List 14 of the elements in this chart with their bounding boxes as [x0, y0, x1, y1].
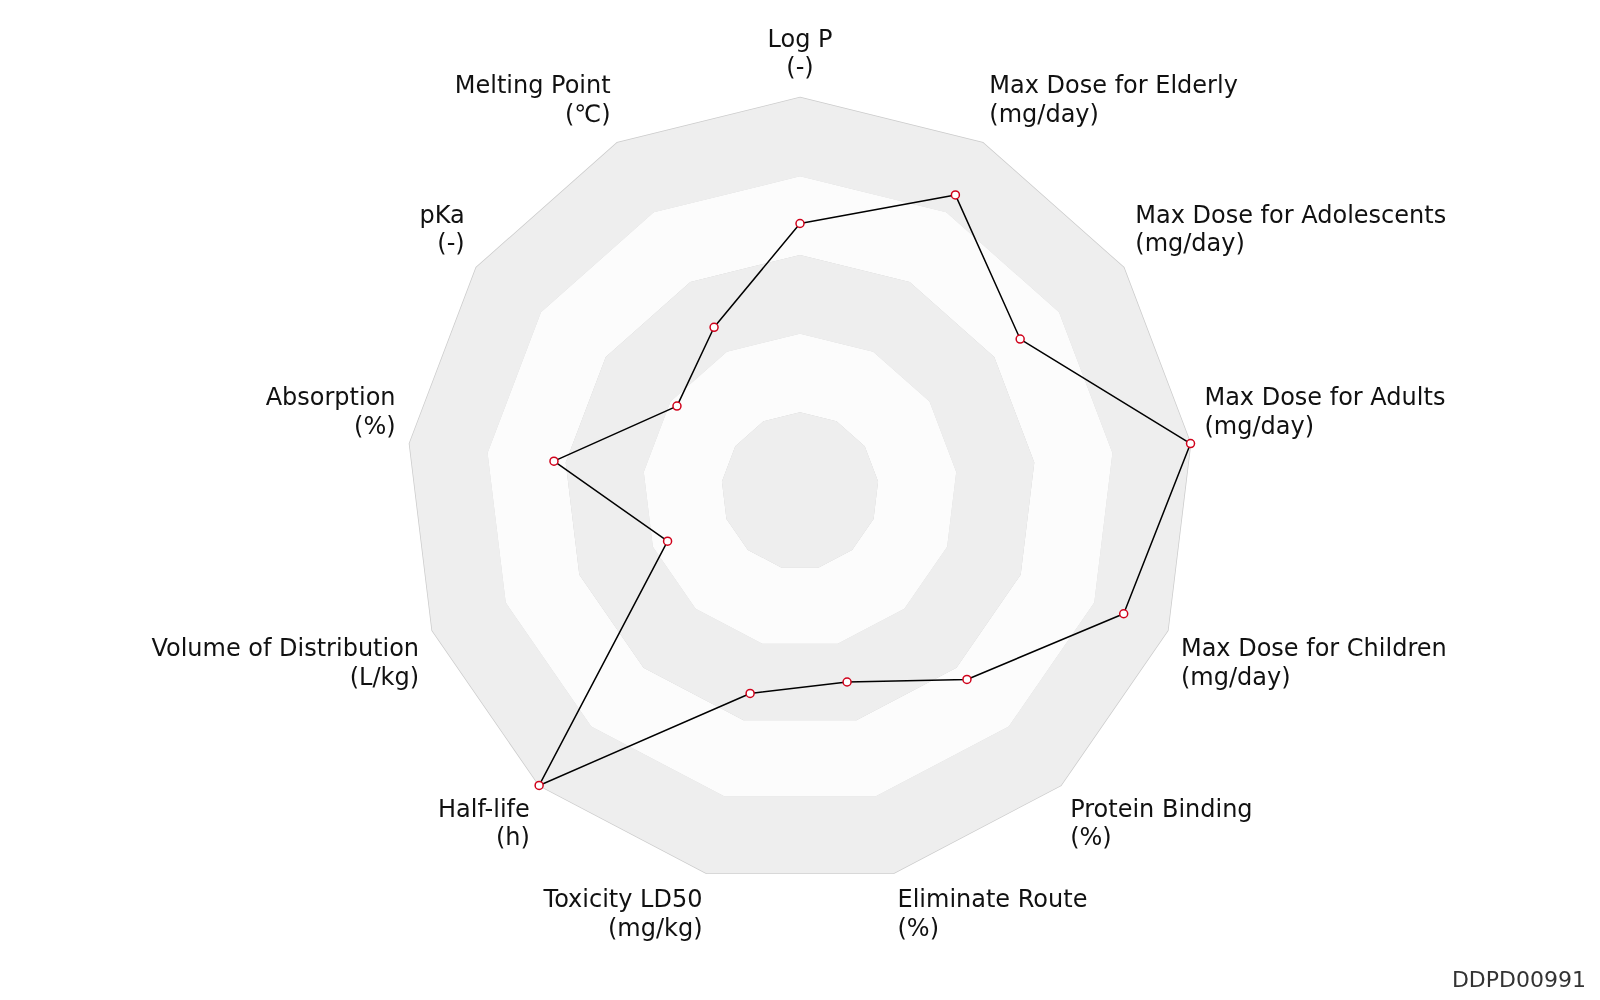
spoke-label: Volume of Distribution (L/kg) [151, 634, 420, 691]
spoke-label: Max Dose for Adults (mg/day) [1204, 382, 1446, 440]
spoke-label: Protein Binding (%) [1070, 794, 1253, 852]
spoke-label: Max Dose for Elderly (mg/day) [989, 71, 1238, 129]
spoke-label: Absorption (%) [265, 382, 396, 440]
spoke-label: Melting Point (℃) [454, 71, 611, 129]
spoke-label: Toxicity LD50 (mg/kg) [542, 885, 703, 942]
text: DDPD00991 [1451, 967, 1586, 992]
spoke-label: pKa (-) [419, 200, 465, 258]
spoke-label: Max Dose for Children (mg/day) [1180, 634, 1447, 691]
spoke-label: Eliminate Route (%) [897, 885, 1088, 942]
spoke-label: Half-life (h) [438, 794, 530, 852]
spoke-label: Log P (-) [767, 24, 833, 82]
spoke-label: Max Dose for Adolescents (mg/day) [1135, 200, 1447, 258]
